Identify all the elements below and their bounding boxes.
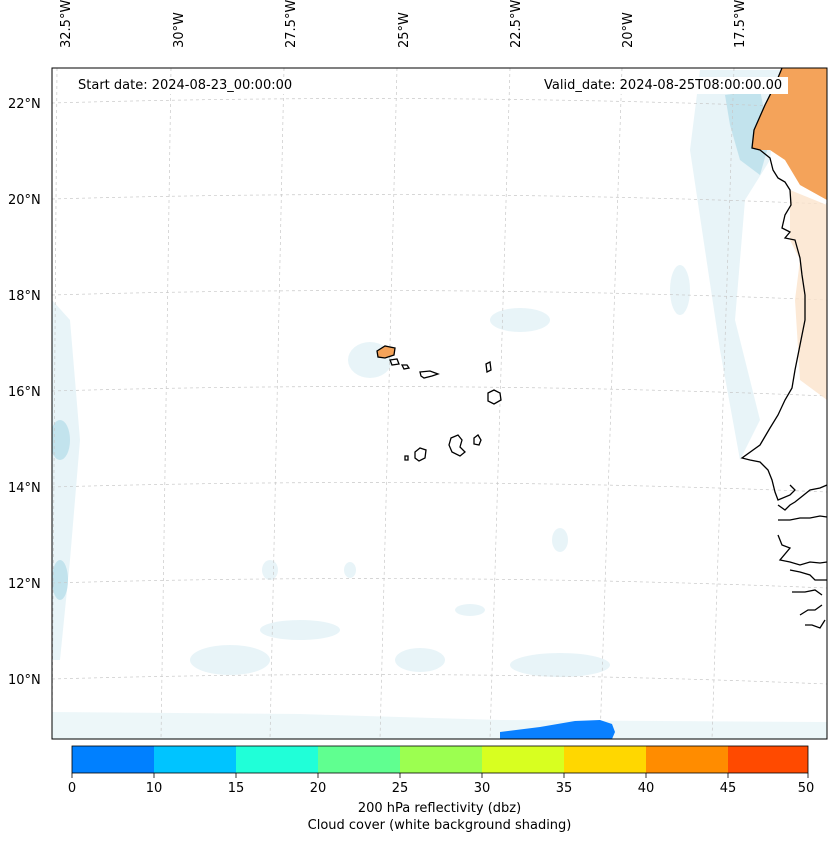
lat-label: 12°N xyxy=(8,577,41,592)
colorbar-tick-label: 0 xyxy=(67,781,77,796)
map-frame xyxy=(51,67,828,740)
colorbar-tick-label: 25 xyxy=(391,781,409,796)
lon-label: 20°W xyxy=(621,12,636,48)
colorbar-tick-label: 50 xyxy=(797,781,815,796)
lat-label: 18°N xyxy=(8,289,41,304)
colorbar-segment xyxy=(72,746,154,773)
lon-label: 25°W xyxy=(397,12,412,48)
colorbar xyxy=(71,745,809,778)
colorbar-tick-label: 30 xyxy=(473,781,491,796)
lat-label: 22°N xyxy=(8,97,41,112)
colorbar-label: 200 hPa reflectivity (dbz) xyxy=(357,801,522,816)
colorbar-tick-label: 45 xyxy=(719,781,737,796)
coastline xyxy=(376,68,827,629)
start-date-label: Start date: 2024-08-23_00:00:00 xyxy=(72,77,299,94)
colorbar-tick-label: 10 xyxy=(145,781,163,796)
lon-label: 30°W xyxy=(172,12,187,48)
reflectivity-patch xyxy=(500,720,615,739)
valid-date-label: Valid_date: 2024-08-25T08:00:00.00 xyxy=(538,77,789,94)
cloud-cover-shading-deep xyxy=(52,90,770,600)
colorbar-segment xyxy=(482,746,564,773)
colorbar-segment xyxy=(728,746,808,773)
colorbar-segment xyxy=(318,746,400,773)
colorbar-segment xyxy=(236,746,318,773)
lon-label: 22.5°W xyxy=(509,0,524,48)
cloud-cover-shading xyxy=(52,70,827,739)
island-reflectivity xyxy=(377,346,395,358)
lon-label: 17.5°W xyxy=(733,0,748,48)
lat-label: 20°N xyxy=(8,193,41,208)
colorbar-tick-label: 35 xyxy=(555,781,573,796)
colorbar-segment xyxy=(646,746,728,773)
lat-label: 10°N xyxy=(8,673,41,688)
colorbar-tick-label: 15 xyxy=(227,781,245,796)
lat-label: 14°N xyxy=(8,481,41,496)
colorbar-segment xyxy=(400,746,482,773)
graticule xyxy=(52,68,827,739)
colorbar-tick-label: 40 xyxy=(637,781,655,796)
colorbar-segment xyxy=(564,746,646,773)
lon-label: 32.5°W xyxy=(59,0,74,48)
land-reflectivity-shading xyxy=(752,68,827,200)
colorbar-sublabel: Cloud cover (white background shading) xyxy=(307,818,572,833)
lon-label: 27.5°W xyxy=(284,0,299,48)
lat-label: 16°N xyxy=(8,385,41,400)
colorbar-tick-label: 20 xyxy=(309,781,327,796)
colorbar-segment xyxy=(154,746,236,773)
